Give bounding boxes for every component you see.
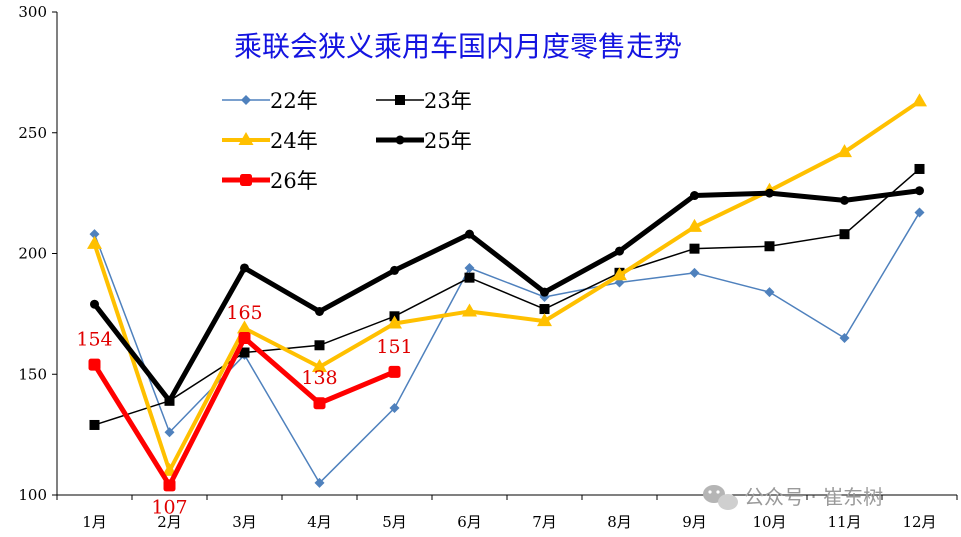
legend: 22年 23年 24年 25年 26年	[222, 89, 472, 193]
series-layer	[87, 93, 927, 492]
legend-swatch-marker	[238, 132, 254, 145]
data-point	[840, 195, 849, 205]
data-point	[90, 299, 99, 309]
data-point	[163, 479, 176, 492]
data-point	[89, 419, 100, 430]
data-point	[239, 347, 250, 358]
watermark: 公众号 · 崔东树	[703, 485, 883, 510]
x-tick-label: 10月	[752, 513, 786, 531]
data-point	[314, 477, 325, 488]
legend-item-22年: 22年	[222, 89, 318, 113]
data-point	[914, 163, 925, 174]
legend-label: 24年	[270, 129, 318, 153]
legend-swatch-marker	[395, 95, 405, 105]
x-tick-label: 12月	[902, 513, 936, 531]
data-point	[164, 427, 175, 438]
x-tick-label: 5月	[382, 513, 407, 531]
data-point	[462, 303, 477, 317]
legend-label: 25年	[424, 129, 472, 153]
data-point	[764, 287, 775, 298]
data-point	[839, 333, 850, 344]
legend-swatch-marker	[240, 174, 252, 186]
legend-label: 26年	[270, 169, 318, 193]
data-point	[237, 320, 252, 334]
data-point	[88, 358, 101, 371]
axes: 100 150 200 250 300 1月 2月 3月 4月 5月 6月 7月 8月 9月 10月 11月 1…	[18, 3, 958, 531]
data-label: 151	[376, 336, 412, 358]
x-tick-label: 6月	[457, 513, 482, 531]
y-tick-label: 100	[18, 486, 47, 504]
data-point	[387, 315, 402, 329]
data-point	[765, 188, 774, 198]
data-point	[464, 272, 475, 283]
legend-item-23年: 23年	[376, 89, 472, 113]
data-point	[388, 365, 401, 378]
chart-title: 乘联会狭义乘用车国内月度零售走势	[234, 30, 682, 63]
legend-item-26年: 26年	[222, 169, 318, 193]
data-point	[240, 263, 249, 273]
legend-label: 23年	[424, 89, 472, 113]
legend-item-24年: 24年	[222, 129, 318, 153]
legend-item-25年: 25年	[376, 129, 472, 153]
data-point	[89, 229, 100, 240]
data-point	[87, 235, 102, 249]
data-point	[915, 186, 924, 196]
x-tick-label: 11月	[827, 513, 861, 531]
data-point	[539, 304, 550, 315]
series-line-24年	[92, 99, 921, 473]
series-line-22年	[93, 212, 921, 484]
y-tick-label: 250	[18, 124, 47, 142]
series-line-25年	[92, 188, 920, 404]
data-point	[540, 287, 549, 297]
x-tick-label: 7月	[532, 513, 557, 531]
data-label: 165	[226, 302, 262, 324]
data-point	[313, 397, 326, 410]
data-label: 138	[301, 367, 337, 389]
data-point	[914, 207, 925, 218]
legend-swatch-marker	[395, 135, 405, 145]
watermark-text: 公众号 · 崔东树	[744, 485, 883, 509]
data-point	[687, 218, 702, 232]
y-tick-label: 150	[18, 365, 47, 383]
data-point	[839, 229, 850, 240]
y-tick-label: 300	[18, 3, 47, 21]
data-point	[314, 340, 325, 351]
x-tick-label: 9月	[682, 513, 707, 531]
data-point	[690, 191, 699, 201]
wechat-icon	[703, 485, 738, 510]
data-point	[464, 262, 475, 273]
data-point	[689, 243, 700, 254]
data-point	[537, 313, 552, 327]
data-label: 154	[76, 329, 112, 351]
x-tick-label: 8月	[607, 513, 632, 531]
data-point	[689, 267, 700, 278]
data-labels: 154 107 165 138 151	[76, 302, 412, 518]
data-point	[465, 229, 474, 239]
data-point	[764, 241, 775, 252]
x-tick-label: 4月	[307, 513, 332, 531]
legend-swatch-marker	[241, 95, 251, 105]
x-tick-label: 2月	[157, 513, 182, 531]
data-point	[615, 246, 624, 256]
data-point	[837, 144, 852, 158]
x-tick-label: 3月	[232, 513, 257, 531]
legend-label: 22年	[270, 89, 318, 113]
data-point	[389, 403, 400, 414]
x-tick-label: 1月	[82, 513, 107, 531]
data-label: 107	[151, 496, 187, 518]
data-point	[312, 359, 327, 373]
data-point	[315, 306, 324, 316]
data-point	[165, 396, 174, 406]
data-point	[612, 267, 627, 281]
y-tick-label: 200	[18, 245, 47, 263]
data-point	[390, 265, 399, 275]
data-point	[912, 93, 927, 107]
data-point	[238, 332, 251, 345]
